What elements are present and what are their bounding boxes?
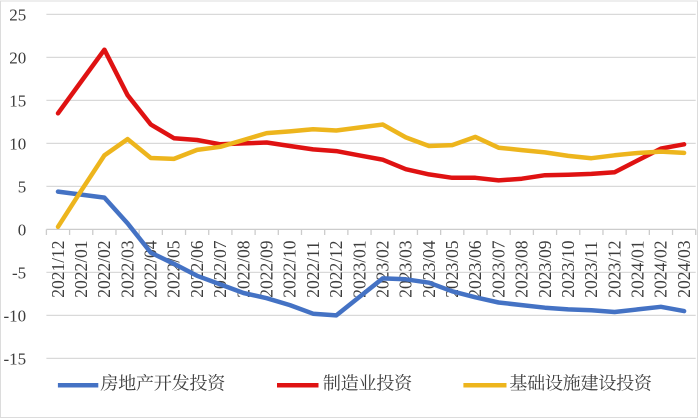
svg-text:2024/01: 2024/01 [628, 240, 648, 297]
svg-text:2023/12: 2023/12 [604, 240, 624, 297]
svg-text:2022/01: 2022/01 [71, 240, 91, 297]
svg-text:2022/05: 2022/05 [164, 240, 184, 298]
svg-text:5: 5 [18, 178, 27, 197]
svg-text:2022/12: 2022/12 [326, 240, 346, 297]
svg-text:2022/06: 2022/06 [187, 240, 207, 298]
svg-text:10: 10 [9, 135, 26, 154]
svg-text:2023/03: 2023/03 [396, 240, 416, 298]
svg-text:2023/10: 2023/10 [558, 240, 578, 298]
svg-text:-5: -5 [12, 264, 26, 283]
svg-text:20: 20 [9, 49, 26, 68]
svg-text:2022/11: 2022/11 [303, 241, 323, 298]
svg-text:25: 25 [9, 6, 26, 25]
svg-text:2022/10: 2022/10 [280, 240, 300, 298]
svg-text:2023/02: 2023/02 [373, 240, 393, 297]
svg-text:15: 15 [9, 92, 26, 111]
svg-text:2023/04: 2023/04 [419, 240, 439, 298]
svg-text:2022/09: 2022/09 [257, 240, 277, 298]
svg-text:0: 0 [18, 221, 27, 240]
svg-text:-15: -15 [4, 350, 27, 369]
svg-text:2023/11: 2023/11 [581, 241, 601, 298]
svg-text:2023/05: 2023/05 [442, 240, 462, 298]
svg-text:2023/09: 2023/09 [535, 240, 555, 298]
svg-text:2022/02: 2022/02 [94, 240, 114, 297]
svg-text:2023/07: 2023/07 [488, 240, 508, 298]
svg-text:-10: -10 [4, 307, 27, 326]
svg-text:2023/08: 2023/08 [512, 240, 532, 298]
svg-text:2023/01: 2023/01 [349, 240, 369, 297]
svg-text:2022/08: 2022/08 [233, 240, 253, 298]
svg-text:2024/02: 2024/02 [651, 240, 671, 297]
svg-text:2022/03: 2022/03 [117, 240, 137, 298]
svg-text:2021/12: 2021/12 [48, 240, 68, 297]
svg-text:2024/03: 2024/03 [674, 240, 694, 298]
svg-text:2023/06: 2023/06 [465, 240, 485, 298]
